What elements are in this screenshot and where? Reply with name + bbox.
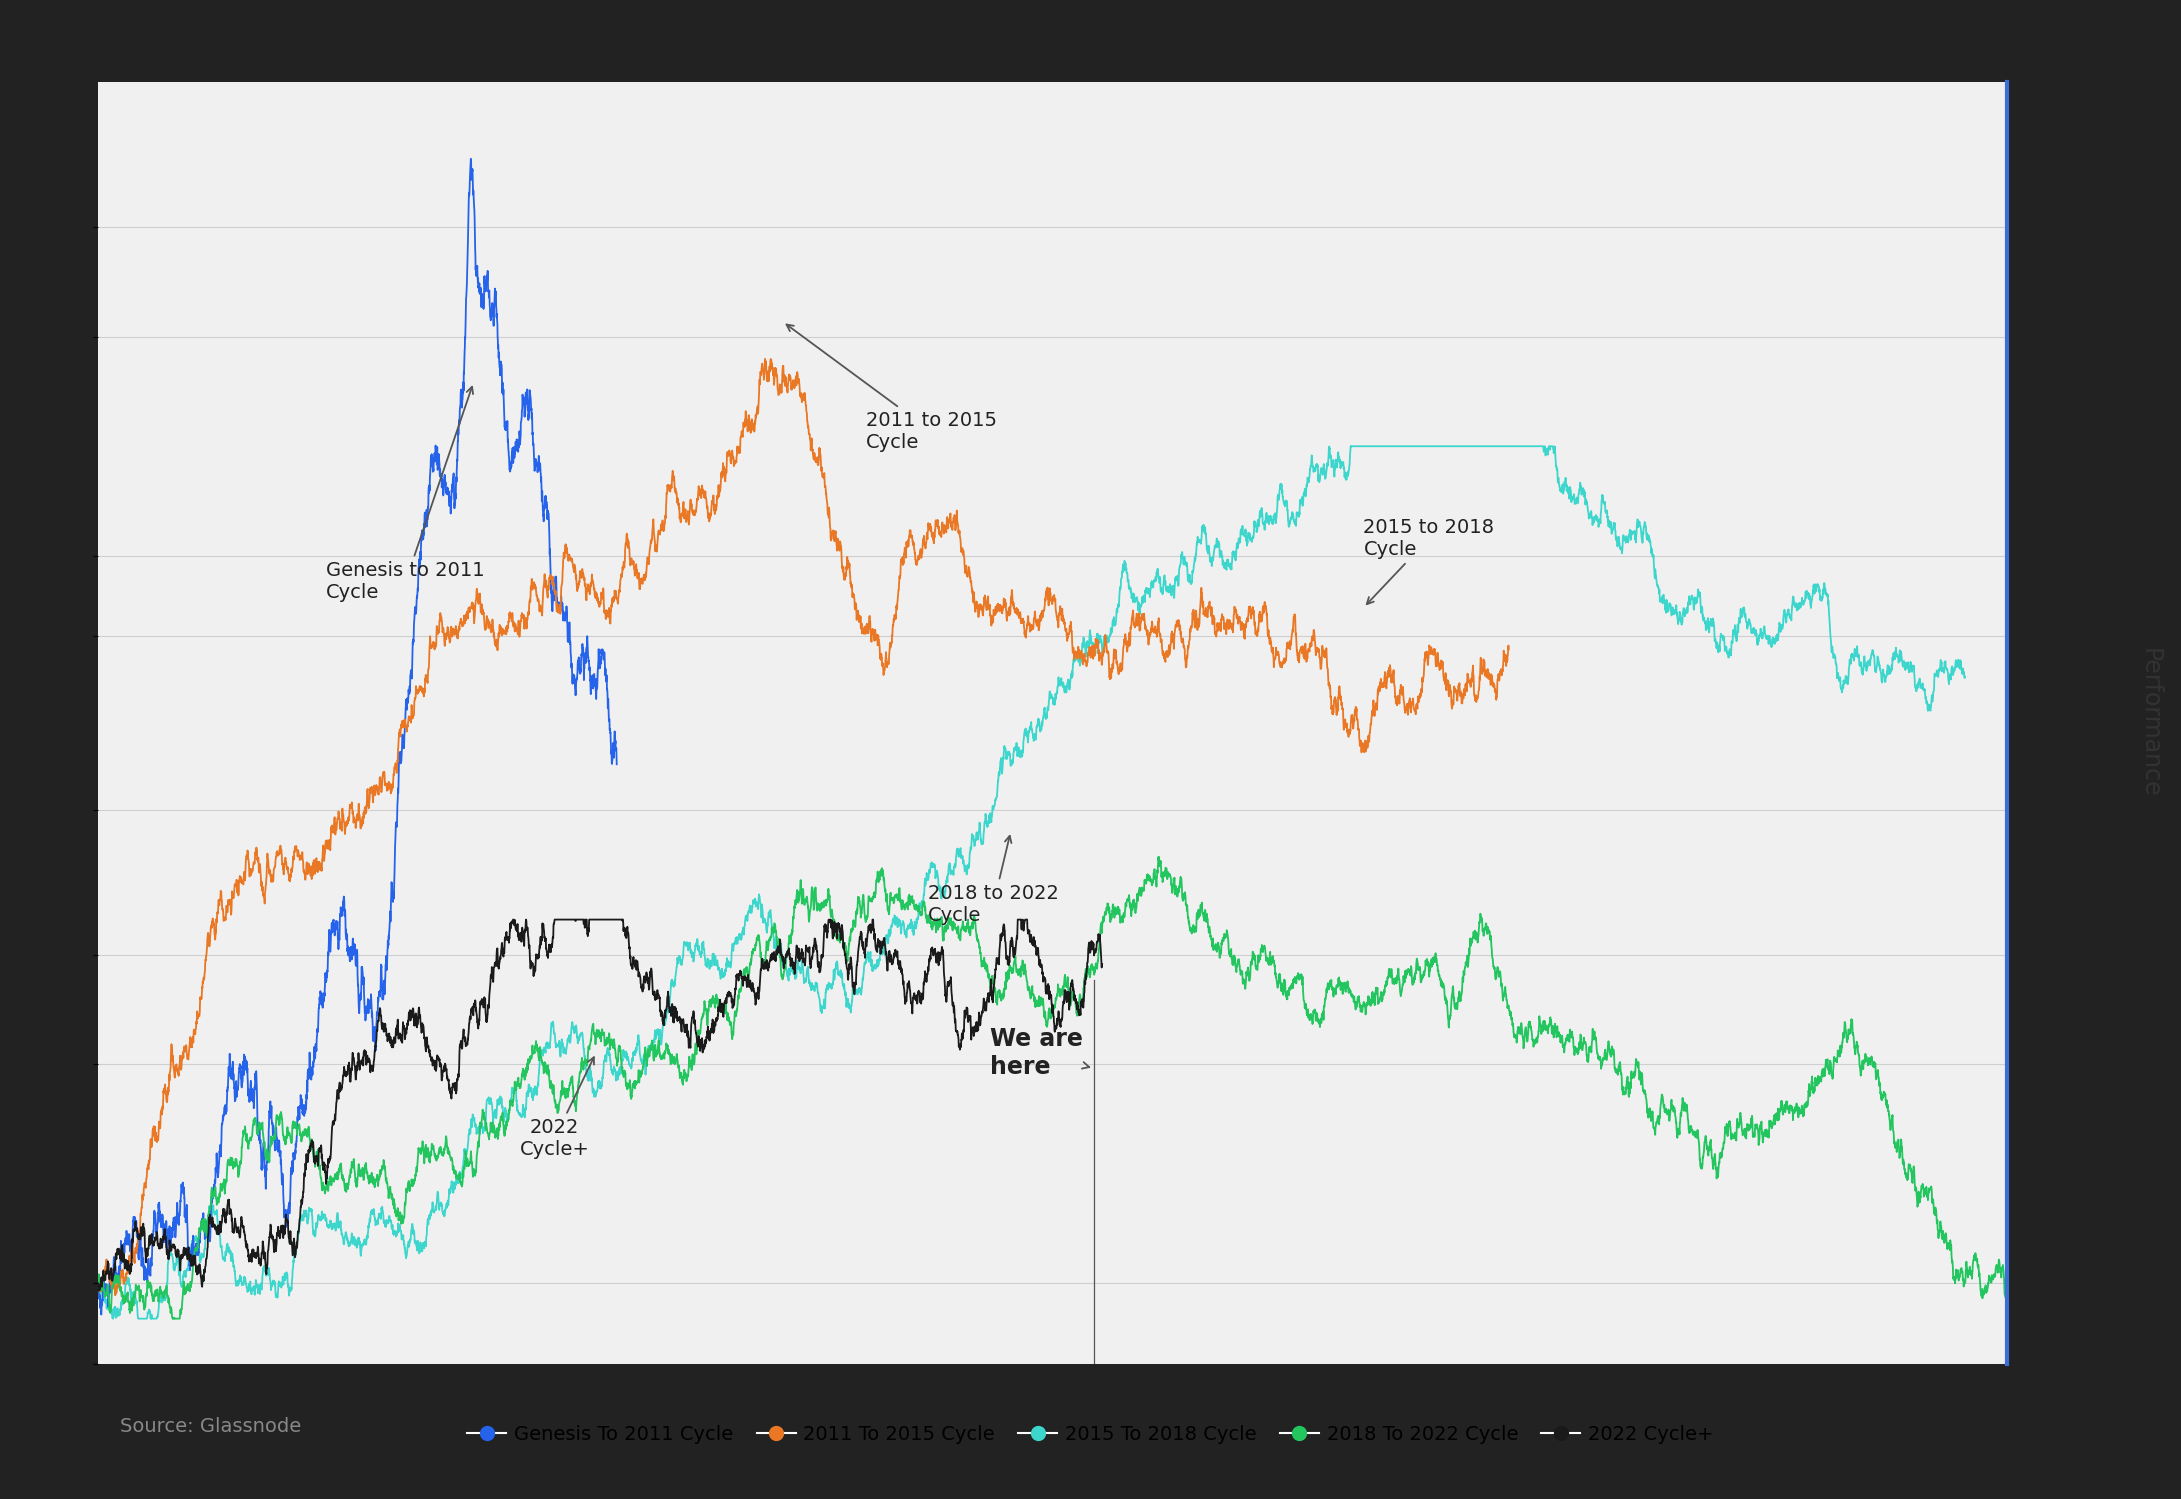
Text: 2022
Cycle+: 2022 Cycle+	[519, 1057, 593, 1159]
Text: 2015 to 2018
Cycle: 2015 to 2018 Cycle	[1363, 519, 1494, 604]
Legend: Genesis To 2011 Cycle, 2011 To 2015 Cycle, 2015 To 2018 Cycle, 2018 To 2022 Cycl: Genesis To 2011 Cycle, 2011 To 2015 Cycl…	[460, 1417, 1721, 1453]
Text: Source: Glassnode: Source: Glassnode	[120, 1417, 301, 1436]
Y-axis label: Performance: Performance	[2137, 649, 2161, 797]
Text: 2011 to 2015
Cycle: 2011 to 2015 Cycle	[787, 324, 997, 451]
Text: 2018 to 2022
Cycle: 2018 to 2022 Cycle	[927, 836, 1058, 925]
Text: We are
here: We are here	[990, 1027, 1088, 1079]
Text: Genesis to 2011
Cycle: Genesis to 2011 Cycle	[327, 387, 484, 603]
